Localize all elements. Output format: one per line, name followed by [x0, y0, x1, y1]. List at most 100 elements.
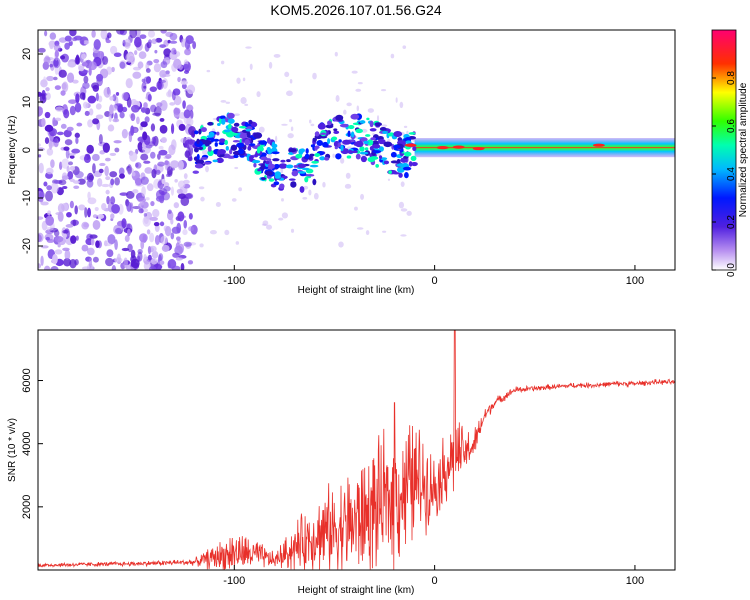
- noise-blob: [174, 178, 178, 183]
- noise-blob: [98, 168, 104, 174]
- noise-blob: [38, 106, 43, 117]
- scatter-blob: [354, 206, 358, 211]
- noise-blob: [144, 116, 150, 123]
- noise-blob: [43, 56, 51, 65]
- noise-blob: [135, 162, 142, 169]
- band-blob: [195, 159, 205, 165]
- noise-blob: [98, 133, 103, 145]
- noise-blob: [95, 103, 102, 110]
- scatter-blob: [238, 187, 243, 192]
- noise-blob: [97, 95, 103, 103]
- noise-blob: [110, 45, 118, 55]
- snr-series-line: [38, 330, 675, 570]
- band-blob: [231, 126, 239, 133]
- noise-blob: [184, 48, 192, 56]
- noise-blob: [131, 171, 136, 177]
- noise-blob: [137, 61, 144, 69]
- noise-blob: [81, 266, 91, 270]
- scatter-blob: [338, 241, 344, 248]
- noise-blob: [66, 126, 74, 132]
- band-blob: [327, 120, 332, 126]
- noise-blob: [140, 153, 149, 161]
- noise-blob: [111, 203, 121, 214]
- scatter-blob: [268, 61, 273, 69]
- noise-blob: [129, 30, 138, 39]
- noise-blob: [145, 197, 150, 201]
- scatter-blob: [278, 217, 284, 221]
- noise-blob: [182, 229, 188, 236]
- band-blob: [272, 158, 280, 162]
- scatter-blob: [265, 224, 273, 230]
- noise-blob: [66, 211, 72, 218]
- band-blob: [347, 150, 353, 154]
- noise-blob: [129, 151, 138, 162]
- noise-blob: [169, 32, 178, 41]
- noise-blob: [63, 258, 72, 267]
- noise-blob: [79, 92, 86, 100]
- band-blob: [396, 163, 406, 167]
- noise-blob: [150, 200, 155, 207]
- noise-blob: [192, 41, 197, 50]
- scatter-blob: [245, 46, 252, 49]
- noise-blob: [86, 179, 94, 188]
- band-blob: [410, 155, 417, 162]
- noise-blob: [170, 232, 175, 240]
- scatter-blob: [281, 212, 289, 219]
- noise-blob: [105, 189, 110, 195]
- noise-blob: [185, 192, 194, 200]
- noise-blob: [54, 249, 63, 255]
- noise-blob: [44, 30, 48, 37]
- noise-blob: [58, 69, 67, 78]
- noise-blob: [171, 47, 177, 55]
- scatter-blob: [390, 53, 395, 59]
- noise-blob: [107, 234, 116, 245]
- noise-blob: [169, 102, 176, 106]
- band-blob: [288, 148, 297, 153]
- band-blob: [219, 115, 226, 120]
- noise-blob: [180, 262, 185, 270]
- band-blob: [238, 125, 248, 129]
- noise-blob: [111, 66, 115, 73]
- scatter-blob: [242, 77, 246, 82]
- band-blob: [312, 178, 317, 186]
- noise-blob: [143, 216, 149, 225]
- noise-blob: [119, 61, 126, 69]
- noise-blob: [121, 128, 128, 139]
- band-blob: [196, 153, 200, 161]
- colorbar-ticks: 0.0 0.2 0.4 0.6 0.8: [712, 71, 737, 277]
- noise-blob: [148, 39, 152, 45]
- band-blob: [285, 164, 294, 169]
- scatter-blob: [367, 108, 374, 113]
- band-blob: [239, 133, 248, 139]
- band-blob: [309, 164, 319, 168]
- y-tick-label: 2000: [21, 495, 33, 519]
- scatter-blob: [273, 53, 281, 58]
- noise-blob: [52, 254, 58, 265]
- band-blob: [402, 166, 412, 171]
- band-blob: [290, 181, 297, 188]
- noise-blob: [68, 161, 74, 166]
- noise-blob: [159, 260, 165, 265]
- band-blob: [350, 131, 355, 138]
- band-blob: [333, 128, 338, 132]
- noise-blob: [177, 193, 187, 199]
- noise-blob: [74, 171, 84, 179]
- noise-blob: [82, 82, 90, 90]
- noise-blob: [149, 86, 158, 92]
- scatter-blob: [235, 241, 240, 245]
- noise-blob: [139, 233, 148, 243]
- noise-blob: [152, 208, 160, 218]
- colorbar-tick-label: 0.4: [726, 167, 737, 181]
- noise-blob: [74, 259, 79, 266]
- noise-blob: [119, 192, 129, 196]
- noise-blob: [187, 156, 193, 162]
- noise-blob: [163, 186, 171, 192]
- scatter-blob: [313, 192, 319, 200]
- scatter-blob: [381, 124, 388, 127]
- noise-blob: [45, 92, 51, 101]
- noise-blob: [121, 92, 129, 101]
- x-tick-label: 0: [432, 575, 438, 587]
- band-blob: [314, 153, 321, 157]
- noise-blob: [74, 102, 82, 113]
- band-blob: [355, 128, 363, 134]
